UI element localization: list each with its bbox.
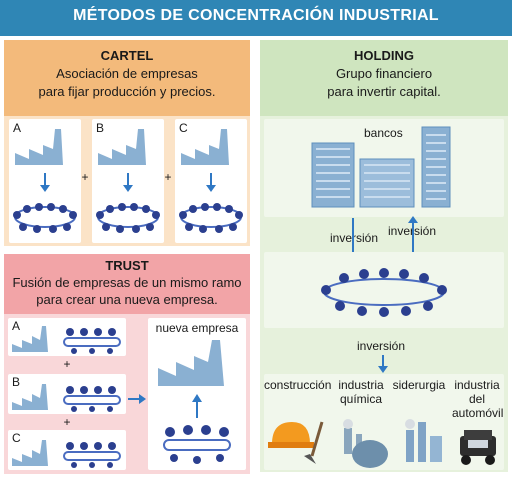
trust-description-line1: Fusión de empresas de un mismo ramo xyxy=(12,275,242,290)
cartel-description-line1: Asociación de empresas xyxy=(56,66,198,81)
industries-card: construcción industria química siderurgi… xyxy=(264,374,504,470)
holding-heading: HOLDING xyxy=(354,48,414,63)
trust-company-label: C xyxy=(12,431,21,445)
arrow-down-icon xyxy=(206,173,216,192)
merge-arrow-stem xyxy=(128,398,140,400)
car-icon xyxy=(460,430,496,465)
cartel-company-a-card: A xyxy=(9,119,81,243)
meeting-table-icon xyxy=(321,268,447,317)
holding-meeting-card xyxy=(264,252,504,328)
cartel-company-c-card: C xyxy=(175,119,247,243)
factory-icon xyxy=(181,129,229,165)
industry-label-quimica-line2: química xyxy=(339,392,383,406)
cartel-header xyxy=(4,40,250,116)
arrow-up-icon xyxy=(192,394,202,418)
trust-header xyxy=(4,254,250,314)
bank-building-icon xyxy=(311,142,355,208)
industry-label-automovil-line3: automóvil xyxy=(452,406,504,420)
arrow-down-icon xyxy=(40,173,50,192)
cartel-plus-1: + xyxy=(81,170,89,184)
factory-icon xyxy=(12,326,48,352)
factory-icon xyxy=(12,440,48,466)
inversion-arrow-up-icon xyxy=(408,216,418,223)
factory-icon xyxy=(158,340,224,386)
cartel-company-label: A xyxy=(13,121,22,135)
banks-label: bancos xyxy=(364,126,403,140)
holding-header xyxy=(260,40,508,116)
trust-plus-1: + xyxy=(63,357,71,371)
inversion-arrow-up-stem xyxy=(412,222,414,260)
new-company-label: nueva empresa xyxy=(155,321,239,335)
cartel-company-label: B xyxy=(96,121,105,135)
arrow-down-icon xyxy=(123,173,133,192)
steel-mill-icon xyxy=(405,419,442,462)
cartel-company-b-card: B xyxy=(92,119,164,243)
title-bar xyxy=(0,0,512,36)
inversion-label-left: inversión xyxy=(330,231,379,245)
meeting-table-icon xyxy=(63,386,121,412)
page-title: MÉTODOS DE CONCENTRACIÓN INDUSTRIAL xyxy=(73,7,439,24)
cartel-plus-2: + xyxy=(164,170,172,184)
holding-description-line1: Grupo financiero xyxy=(335,66,433,81)
trust-plus-2: + xyxy=(63,415,71,429)
trust-description-line2: para crear una nueva empresa. xyxy=(36,292,218,307)
industry-label-automovil-line2: del xyxy=(468,392,485,406)
cartel-description-line2: para fijar producción y precios. xyxy=(38,84,216,99)
holding-description-line2: para invertir capital. xyxy=(327,84,441,99)
trust-company-c-card: C xyxy=(8,430,126,470)
meeting-table-icon xyxy=(163,425,231,464)
trust-company-label: A xyxy=(12,319,21,333)
bank-building-icon xyxy=(421,126,451,208)
merge-arrow-icon xyxy=(139,394,146,404)
trust-heading: TRUST xyxy=(105,258,149,273)
factory-icon xyxy=(12,384,48,410)
new-company-card: nueva empresa xyxy=(148,318,246,470)
inversion-arrow-bottom-icon xyxy=(378,366,388,373)
trust-company-a-card: A xyxy=(8,318,126,356)
meeting-table-icon xyxy=(63,328,121,354)
inversion-label-bottom: inversión xyxy=(357,339,406,353)
banks-card: bancos xyxy=(264,119,504,217)
trust-company-label: B xyxy=(12,375,21,389)
meeting-table-icon xyxy=(63,442,121,468)
meeting-table-icon xyxy=(179,203,243,233)
meeting-table-icon xyxy=(96,203,160,233)
bank-building-icon xyxy=(359,158,415,208)
cartel-heading: CARTEL xyxy=(100,48,154,63)
cartel-company-label: C xyxy=(179,121,188,135)
inversion-arrow-bottom-stem xyxy=(382,355,384,367)
industry-label-quimica-line1: industria xyxy=(338,378,384,392)
hard-hat-icon xyxy=(268,421,324,464)
industry-label-construccion: construcción xyxy=(264,378,332,392)
chemical-plant-icon xyxy=(343,419,388,468)
industry-label-automovil-line1: industria xyxy=(454,378,500,392)
factory-icon xyxy=(15,129,63,165)
trust-company-b-card: B xyxy=(8,374,126,414)
industry-label-siderurgia: siderurgia xyxy=(392,378,446,392)
factory-icon xyxy=(98,129,146,165)
inversion-arrow-down-stem xyxy=(352,218,354,258)
meeting-table-icon xyxy=(13,203,77,233)
